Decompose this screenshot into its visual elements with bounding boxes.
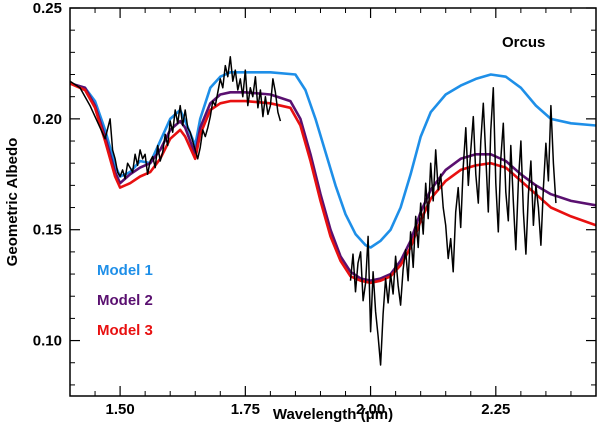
x-tick-label: 1.50	[105, 401, 134, 418]
y-tick-label: 0.10	[33, 333, 62, 350]
axis-ticks	[69, 7, 597, 396]
annotation-model-2: Model 2	[97, 292, 153, 309]
plot-frame	[69, 7, 597, 397]
x-tick-label: 2.25	[481, 401, 510, 418]
x-tick-label: 2.00	[356, 401, 385, 418]
y-tick-label: 0.25	[33, 0, 62, 17]
series-line-orcus-segment-2	[349, 87, 557, 366]
annotation-model-1: Model 1	[97, 262, 153, 279]
annotation-model-3: Model 3	[97, 322, 153, 339]
series-line-model-1	[70, 71, 596, 249]
series-line-model-3	[70, 82, 596, 285]
series-line-orcus-segment-1	[70, 56, 282, 180]
tick-labels: 1.50 1.75 2.00 2.25 0.10 0.15 0.20 0.25	[33, 0, 511, 418]
plot-area	[70, 56, 596, 366]
series-line-model-2	[70, 82, 596, 282]
annotation-orcus: Orcus	[502, 34, 545, 51]
y-tick-label: 0.20	[33, 111, 62, 128]
y-axis-title: Geometric Albedo	[4, 138, 21, 267]
x-axis-title: Wavelength (μm)	[273, 406, 393, 423]
y-tick-label: 0.15	[33, 222, 62, 239]
x-tick-label: 1.75	[231, 401, 260, 418]
